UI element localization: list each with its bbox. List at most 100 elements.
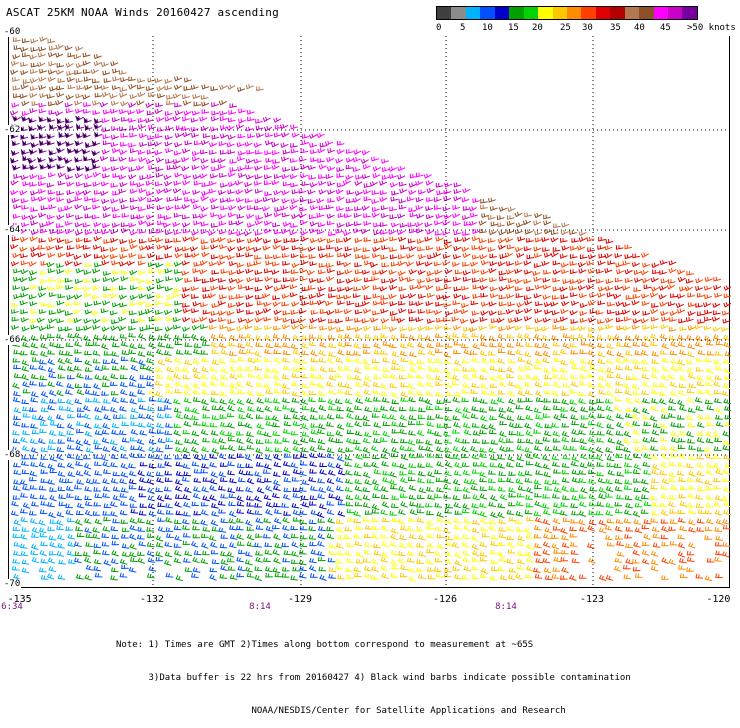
- wind-barb: [30, 461, 38, 467]
- wind-barb: [49, 455, 58, 462]
- wind-barb: [300, 350, 309, 356]
- wind-barb: [211, 166, 219, 172]
- wind-barb: [265, 260, 274, 266]
- wind-barb: [516, 455, 525, 462]
- wind-barb: [318, 205, 327, 211]
- wind-barb: [390, 452, 399, 458]
- wind-barb: [182, 374, 191, 380]
- wind-barb: [397, 270, 406, 277]
- wind-barb: [632, 429, 641, 435]
- wind-barb: [137, 351, 146, 357]
- wind-barb: [56, 268, 65, 275]
- wind-barb: [139, 364, 148, 370]
- wind-barb: [525, 405, 533, 412]
- wind-barb: [335, 519, 344, 525]
- wind-barb: [508, 471, 516, 476]
- wind-barb: [274, 316, 283, 322]
- wind-barb: [111, 269, 120, 275]
- wind-barb: [165, 388, 173, 394]
- wind-barb: [514, 519, 523, 525]
- wind-barb: [318, 357, 327, 363]
- wind-barb: [643, 501, 652, 507]
- wind-barb: [101, 550, 110, 556]
- wind-barb: [517, 366, 526, 372]
- wind-barb: [318, 174, 326, 179]
- wind-barb: [543, 214, 551, 220]
- wind-barb: [534, 461, 543, 468]
- wind-barb: [47, 76, 56, 83]
- wind-barb: [605, 447, 613, 453]
- wind-barb: [670, 484, 679, 491]
- wind-barb: [76, 166, 85, 172]
- wind-barb: [452, 213, 461, 219]
- wind-barb: [578, 477, 587, 483]
- wind-barb: [46, 94, 55, 100]
- wind-barb: [120, 519, 129, 524]
- wind-barb: [156, 188, 165, 195]
- wind-barb: [274, 229, 282, 235]
- wind-barb: [490, 540, 498, 547]
- wind-barb: [236, 238, 245, 244]
- wind-barb: [651, 286, 660, 292]
- wind-barb: [425, 502, 433, 508]
- wind-barb: [390, 559, 399, 566]
- wind-barb: [120, 228, 129, 234]
- wind-barb: [461, 541, 470, 548]
- wind-barb: [524, 351, 532, 358]
- wind-barb: [82, 551, 91, 557]
- wind-barb: [335, 318, 344, 324]
- wind-barb: [721, 310, 730, 316]
- wind-barb: [641, 524, 650, 530]
- wind-barb: [705, 414, 713, 420]
- wind-barb: [102, 526, 111, 532]
- wind-barb: [238, 108, 246, 114]
- wind-barb: [418, 293, 426, 299]
- wind-barb: [706, 421, 715, 427]
- wind-barb: [254, 471, 262, 477]
- wind-barb: [533, 550, 542, 556]
- wind-barb: [255, 414, 264, 419]
- wind-barb: [283, 487, 292, 492]
- wind-barb: [245, 252, 254, 258]
- wind-barb: [423, 173, 432, 179]
- wind-barb: [326, 381, 334, 387]
- wind-barb: [263, 301, 272, 308]
- wind-barb: [562, 517, 571, 522]
- wind-barb: [200, 221, 209, 227]
- wind-barb: [489, 462, 498, 468]
- wind-barb: [562, 382, 571, 388]
- wind-barb: [282, 389, 290, 394]
- wind-barb: [191, 164, 200, 171]
- wind-barb: [238, 348, 247, 355]
- wind-barb: [201, 446, 209, 453]
- wind-barb: [301, 423, 309, 430]
- wind-barb: [660, 436, 668, 442]
- wind-barb: [445, 541, 453, 547]
- wind-barb: [415, 317, 424, 323]
- wind-barb: [85, 166, 94, 172]
- wind-barb: [542, 463, 551, 470]
- wind-barb: [345, 501, 354, 507]
- wind-barb: [273, 238, 282, 244]
- wind-barb: [58, 501, 67, 507]
- time-label: 6:34: [1, 602, 23, 612]
- wind-barb: [416, 359, 425, 365]
- wind-barb: [621, 309, 631, 315]
- wind-barb: [102, 359, 111, 364]
- wind-barb: [273, 117, 282, 124]
- wind-barb: [173, 180, 182, 186]
- wind-barb: [102, 293, 111, 299]
- wind-barb: [139, 430, 147, 436]
- wind-barb: [622, 382, 631, 389]
- wind-barb: [344, 550, 353, 556]
- wind-barb: [542, 541, 551, 548]
- wind-barb: [552, 295, 560, 300]
- wind-barb: [389, 247, 397, 253]
- wind-barb: [551, 335, 559, 341]
- wind-barb: [461, 446, 469, 453]
- wind-barb: [30, 324, 39, 330]
- wind-barb: [379, 437, 388, 442]
- wind-barb: [661, 316, 670, 322]
- wind-barb: [696, 389, 705, 395]
- wind-barb: [297, 317, 306, 324]
